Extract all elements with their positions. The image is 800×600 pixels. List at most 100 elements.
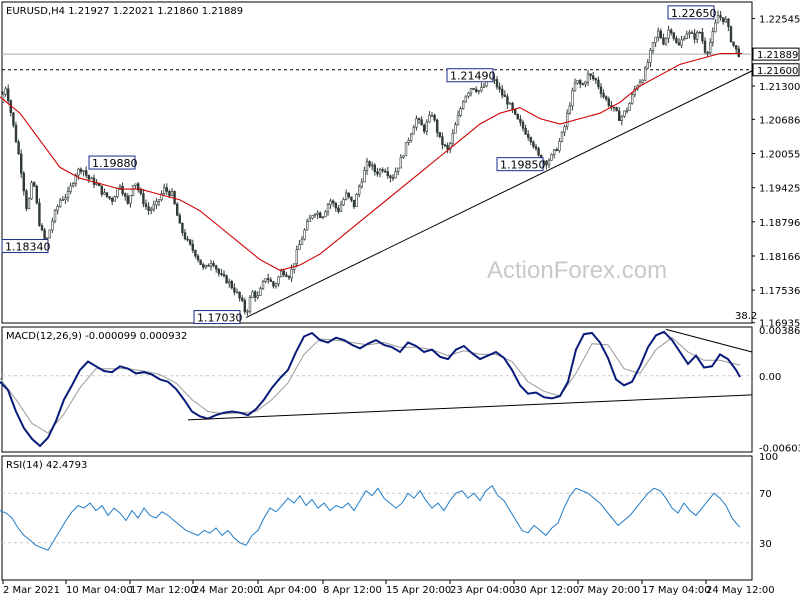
candle-body bbox=[176, 203, 179, 216]
candle-body bbox=[727, 18, 730, 27]
candle-body bbox=[612, 106, 616, 109]
candle-body bbox=[51, 220, 54, 231]
candle-body bbox=[690, 32, 694, 34]
candle-body bbox=[61, 199, 65, 202]
candle-body bbox=[409, 133, 413, 141]
candle-body bbox=[121, 185, 124, 195]
macd-tick-label: -0.006038 bbox=[759, 444, 800, 455]
candle-body bbox=[604, 96, 608, 100]
candle-body bbox=[703, 40, 707, 53]
candle-body bbox=[454, 124, 457, 134]
candle-body bbox=[599, 86, 603, 94]
candle-body bbox=[701, 31, 704, 42]
candle-body bbox=[152, 204, 155, 210]
candle-body bbox=[617, 110, 621, 121]
candle-body bbox=[287, 276, 291, 279]
candle-body bbox=[456, 115, 460, 126]
candle-body bbox=[495, 79, 499, 88]
candle-body bbox=[311, 215, 314, 219]
price-title: EURUSD,H4 1.21927 1.22021 1.21860 1.2188… bbox=[6, 6, 243, 17]
candle-body bbox=[178, 215, 181, 224]
price-annotation: 1.22650 bbox=[667, 5, 717, 20]
candle-body bbox=[428, 115, 431, 123]
rsi-line bbox=[0, 485, 741, 551]
candle-body bbox=[30, 182, 33, 200]
candle-body bbox=[571, 90, 574, 107]
pane-frame-2 bbox=[1, 455, 753, 581]
current-price-tag: 1.21889 bbox=[752, 47, 800, 61]
price-annotation-text: 1.19850 bbox=[500, 159, 546, 172]
candle-body bbox=[126, 195, 130, 204]
candle-body bbox=[422, 124, 426, 132]
candle-body bbox=[508, 102, 512, 105]
price-tick-label: 1.18166 bbox=[759, 252, 800, 263]
candle-body bbox=[360, 181, 363, 187]
x-tick-label: 2 Mar 2021 bbox=[3, 585, 60, 596]
candle-body bbox=[716, 15, 720, 24]
candle-body bbox=[113, 196, 117, 202]
candle-body bbox=[623, 110, 626, 117]
candle-body bbox=[230, 281, 233, 289]
candle-body bbox=[734, 45, 738, 50]
candle-body bbox=[170, 191, 174, 196]
candle-body bbox=[131, 185, 135, 196]
candle-body bbox=[318, 212, 322, 218]
candle-body bbox=[597, 79, 600, 88]
candle-body bbox=[326, 204, 330, 213]
macd-trendline-1 bbox=[665, 328, 753, 353]
candle-body bbox=[641, 79, 644, 83]
candle-body bbox=[272, 281, 275, 287]
rsi-title: RSI(14) 42.4793 bbox=[6, 460, 87, 471]
candle-body bbox=[474, 88, 478, 92]
price-annotation-text: 1.22650 bbox=[671, 7, 717, 20]
candle-body bbox=[74, 174, 78, 184]
candle-body bbox=[87, 174, 91, 180]
candle-body bbox=[35, 185, 39, 204]
candle-body bbox=[602, 93, 605, 98]
price-annotation-box bbox=[1, 239, 49, 254]
current-price-tag-text: 1.21889 bbox=[757, 50, 798, 61]
candle-body bbox=[615, 107, 618, 112]
watermark-text: ActionForex.com bbox=[487, 257, 667, 284]
candle-body bbox=[407, 140, 410, 143]
candle-body bbox=[656, 30, 660, 38]
candle-body bbox=[90, 177, 93, 180]
candle-body bbox=[550, 154, 553, 161]
candle-body bbox=[373, 164, 376, 173]
candle-body bbox=[139, 189, 142, 194]
candle-body bbox=[633, 88, 637, 95]
candle-body bbox=[40, 225, 44, 231]
candle-body bbox=[238, 291, 241, 299]
candle-body bbox=[108, 196, 111, 199]
candle-body bbox=[215, 265, 218, 270]
candle-body bbox=[516, 113, 520, 120]
candle-body bbox=[430, 114, 434, 117]
candle-body bbox=[144, 203, 148, 207]
price-tick-label: 1.17536 bbox=[759, 286, 800, 297]
candle-body bbox=[256, 295, 259, 298]
price-annotation: 1.21490 bbox=[446, 68, 496, 83]
candle-body bbox=[469, 88, 473, 94]
candle-body bbox=[204, 265, 207, 268]
candle-body bbox=[181, 222, 184, 233]
candle-body bbox=[578, 80, 582, 85]
candle-body bbox=[435, 119, 439, 133]
candle-body bbox=[298, 244, 301, 250]
price-tick-label: 1.21300 bbox=[759, 82, 800, 93]
macd-title: MACD(12,26,9) -0.000099 0.000932 bbox=[6, 331, 187, 342]
candle-body bbox=[365, 161, 369, 171]
candle-body bbox=[477, 90, 480, 92]
price-annotation-box bbox=[88, 155, 136, 170]
macd-tick-label: 0.00 bbox=[759, 372, 781, 383]
candle-body bbox=[537, 148, 540, 156]
candle-body bbox=[552, 149, 556, 155]
candle-body bbox=[225, 275, 228, 284]
candle-body bbox=[412, 126, 415, 135]
candle-body bbox=[220, 273, 223, 275]
candle-body bbox=[459, 108, 462, 116]
candle-body bbox=[321, 216, 324, 219]
candle-body bbox=[698, 31, 702, 34]
moving-average-line bbox=[0, 52, 742, 271]
candle-body bbox=[368, 161, 371, 167]
